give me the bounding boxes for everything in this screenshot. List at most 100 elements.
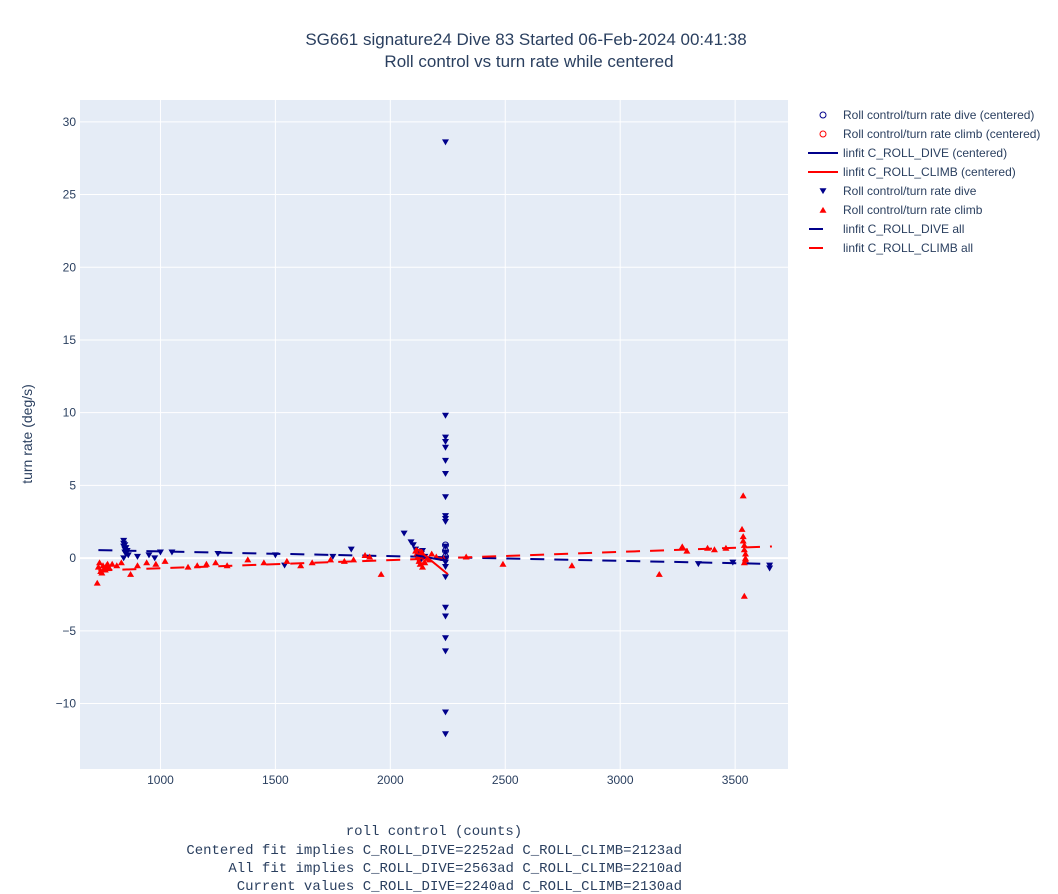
data-point	[156, 549, 164, 556]
data-point	[202, 560, 210, 567]
chart-title-line-1: SG661 signature24 Dive 83 Started 06-Feb…	[305, 30, 746, 49]
data-point	[678, 543, 686, 550]
data-point	[739, 537, 747, 544]
data-point	[117, 559, 125, 566]
data-point	[441, 470, 449, 477]
data-point	[281, 562, 289, 569]
fit-line	[414, 547, 449, 575]
x-axis-label: roll control (counts)	[346, 824, 522, 840]
series-3	[414, 547, 449, 575]
data-point	[683, 547, 691, 554]
legend-item[interactable]: linfit C_ROLL_CLIMB all	[809, 241, 973, 255]
x-tick-label: 1000	[147, 773, 174, 787]
data-point	[223, 562, 231, 569]
data-point	[121, 542, 129, 549]
data-point	[739, 533, 747, 540]
data-point	[127, 570, 135, 577]
data-point	[739, 492, 747, 499]
x-axis-caption-all-fit: All fit implies C_ROLL_DIVE=2563ad C_ROL…	[228, 861, 682, 877]
data-point	[347, 546, 355, 553]
legend-item[interactable]: Roll control/turn rate dive	[819, 184, 977, 198]
legend-item[interactable]: linfit C_ROLL_DIVE all	[809, 222, 964, 236]
data-point	[113, 562, 121, 569]
chart-title-line-2: Roll control vs turn rate while centered	[384, 52, 673, 71]
fit-line	[415, 554, 448, 563]
data-point	[212, 559, 220, 566]
data-point	[704, 544, 712, 551]
data-point	[441, 438, 449, 445]
legend-label: linfit C_ROLL_CLIMB (centered)	[843, 165, 1016, 179]
legend-label: linfit C_ROLL_DIVE (centered)	[843, 146, 1007, 160]
data-point	[308, 559, 316, 566]
data-point	[152, 560, 160, 567]
legend-item[interactable]: Roll control/turn rate climb	[819, 203, 983, 217]
data-point	[366, 553, 374, 560]
legend-swatch	[819, 111, 827, 119]
legend-item[interactable]: Roll control/turn rate climb (centered)	[819, 127, 1040, 141]
data-point	[741, 550, 749, 557]
data-point	[143, 559, 151, 566]
legend-label: Roll control/turn rate dive	[843, 184, 977, 198]
x-axis-caption-centered-fit: Centered fit implies C_ROLL_DIVE=2252ad …	[186, 843, 682, 859]
data-point	[161, 557, 169, 564]
data-point	[193, 562, 201, 569]
data-point	[297, 562, 305, 569]
legend-label: Roll control/turn rate climb (centered)	[843, 127, 1040, 141]
data-point	[120, 555, 128, 562]
y-tick-label: 20	[63, 260, 77, 274]
data-point	[441, 444, 449, 451]
data-point	[766, 565, 774, 572]
data-point	[244, 556, 252, 563]
data-point	[441, 434, 449, 441]
legend: Roll control/turn rate dive (centered) Ro…	[808, 108, 1040, 255]
data-point	[441, 518, 449, 525]
data-point	[98, 569, 106, 576]
data-point	[722, 544, 730, 551]
data-point	[441, 543, 449, 550]
data-point	[416, 557, 424, 565]
data-point	[441, 604, 449, 611]
data-point	[441, 731, 449, 738]
x-tick-label: 2000	[377, 773, 404, 787]
data-point	[329, 553, 337, 560]
data-point	[133, 553, 141, 560]
data-point	[710, 546, 718, 553]
data-point	[740, 592, 748, 599]
y-tick-label: 30	[63, 115, 77, 129]
data-point	[327, 556, 335, 563]
data-point	[400, 530, 408, 537]
data-point	[96, 559, 104, 566]
data-point	[740, 546, 748, 553]
legend-swatch	[819, 188, 827, 195]
data-point	[441, 613, 449, 620]
data-point	[260, 559, 268, 566]
data-point	[361, 552, 369, 559]
x-tick-label: 2500	[492, 773, 519, 787]
data-point	[428, 550, 436, 557]
legend-item[interactable]: linfit C_ROLL_DIVE (centered)	[808, 146, 1007, 160]
legend-swatch	[819, 206, 827, 213]
data-point	[123, 548, 131, 554]
data-point	[145, 552, 153, 559]
y-tick-label: −5	[62, 624, 76, 638]
data-point	[168, 549, 176, 556]
data-point	[441, 549, 449, 556]
data-point	[124, 552, 132, 559]
data-point	[655, 570, 663, 577]
x-axis-caption-current-values: Current values C_ROLL_DIVE=2240ad C_ROLL…	[237, 879, 682, 894]
data-point	[409, 542, 417, 549]
legend-item[interactable]: linfit C_ROLL_CLIMB (centered)	[808, 165, 1016, 179]
data-point	[419, 563, 427, 570]
legend-swatch	[819, 130, 827, 138]
legend-item[interactable]: Roll control/turn rate dive (centered)	[819, 108, 1034, 122]
legend-label: linfit C_ROLL_DIVE all	[843, 222, 964, 236]
data-point	[441, 635, 449, 642]
data-point	[441, 457, 449, 464]
data-point	[377, 570, 385, 577]
data-point	[350, 556, 358, 563]
data-point	[441, 564, 449, 570]
y-tick-label: −10	[56, 697, 77, 711]
legend-label: linfit C_ROLL_CLIMB all	[843, 241, 973, 255]
data-point	[184, 563, 192, 570]
